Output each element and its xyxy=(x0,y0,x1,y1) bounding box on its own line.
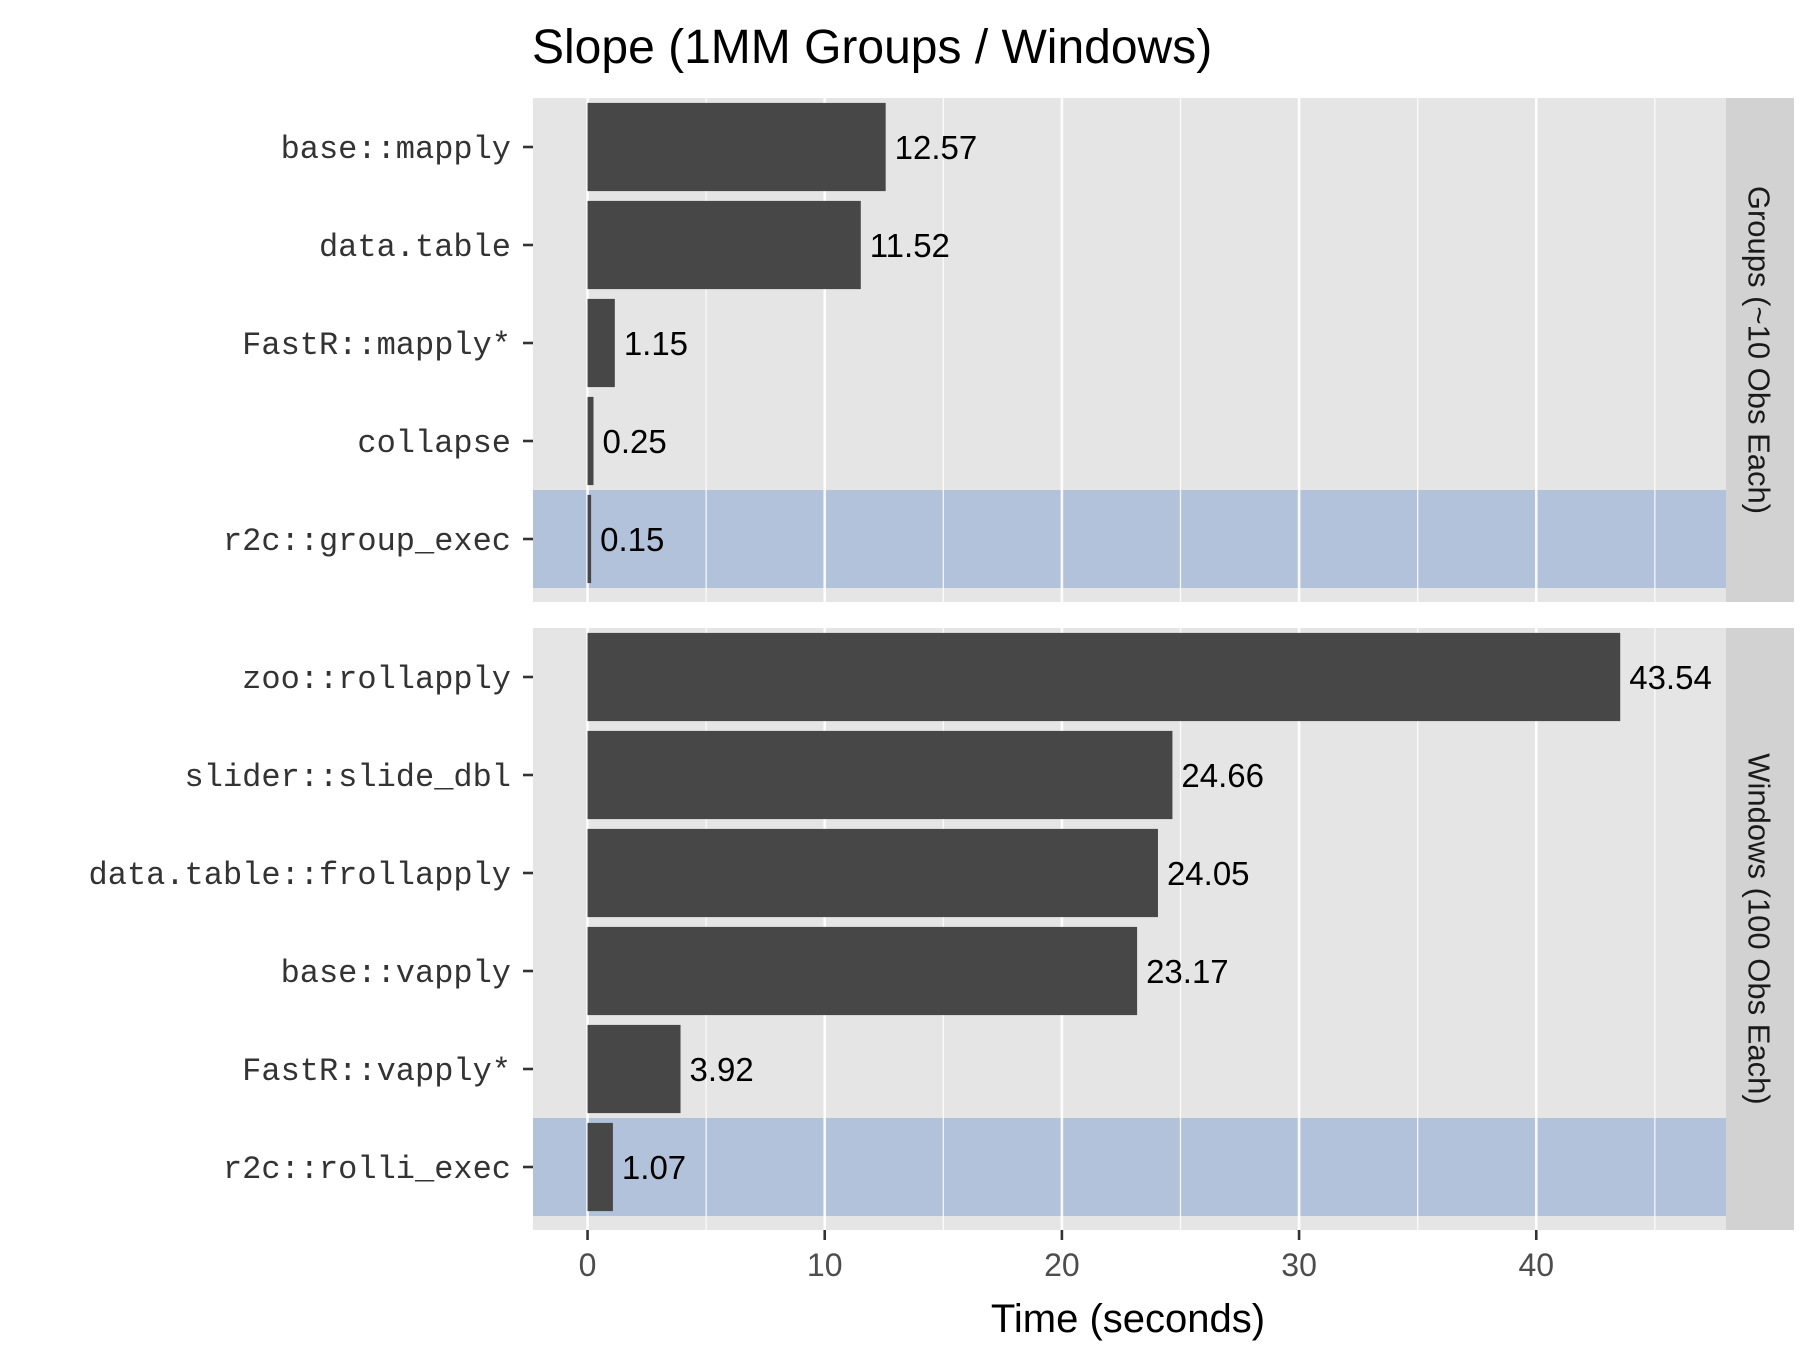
facet-strip xyxy=(1726,98,1794,602)
bar xyxy=(587,1024,681,1114)
value-label: 11.52 xyxy=(870,227,950,264)
bar xyxy=(587,926,1138,1016)
chart-title: Slope (1MM Groups / Windows) xyxy=(532,21,1212,74)
panels: 12.57base::mapply11.52data.table1.15Fast… xyxy=(89,98,1794,1230)
facet-strip-label: Groups (~10 Obs Each) xyxy=(1742,186,1777,514)
x-axis: 0 10 20 30 40 xyxy=(579,1230,1554,1283)
bar xyxy=(587,102,886,192)
value-label: 1.07 xyxy=(622,1149,686,1186)
category-label: zoo::rollapply xyxy=(242,661,511,698)
bar xyxy=(587,1122,613,1212)
category-label: FastR::vapply* xyxy=(242,1053,511,1090)
value-label: 3.92 xyxy=(690,1051,754,1088)
category-label: r2c::rolli_exec xyxy=(223,1151,511,1188)
x-tick-label: 10 xyxy=(807,1247,843,1283)
facet-strip-label: Windows (100 Obs Each) xyxy=(1742,753,1777,1104)
x-tick-label: 30 xyxy=(1281,1247,1317,1283)
value-label: 12.57 xyxy=(895,129,978,166)
value-label: 0.25 xyxy=(602,423,666,460)
x-axis-title: Time (seconds) xyxy=(991,1297,1265,1341)
value-label: 24.66 xyxy=(1181,757,1264,794)
bar xyxy=(587,396,594,486)
bar xyxy=(587,298,615,388)
bar xyxy=(587,632,1621,722)
value-label: 0.15 xyxy=(600,521,664,558)
category-label: r2c::group_exec xyxy=(223,523,511,560)
category-label: base::mapply xyxy=(281,131,511,168)
value-label: 1.15 xyxy=(624,325,688,362)
bar xyxy=(587,494,592,584)
bar xyxy=(587,200,861,290)
category-label: data.table::frollapply xyxy=(89,857,511,894)
bar xyxy=(587,828,1158,918)
highlight-band xyxy=(533,490,1726,588)
category-label: data.table xyxy=(319,229,511,266)
category-label: collapse xyxy=(357,425,511,462)
highlight-band xyxy=(533,1118,1726,1216)
bar xyxy=(587,730,1173,820)
category-label: FastR::mapply* xyxy=(242,327,511,364)
category-label: base::vapply xyxy=(281,955,511,992)
value-label: 23.17 xyxy=(1146,953,1229,990)
value-label: 43.54 xyxy=(1629,659,1712,696)
x-tick-label: 0 xyxy=(579,1247,597,1283)
category-label: slider::slide_dbl xyxy=(185,759,511,796)
x-tick-label: 40 xyxy=(1518,1247,1554,1283)
x-tick-label: 20 xyxy=(1044,1247,1080,1283)
facet-strip xyxy=(1726,628,1794,1230)
value-label: 24.05 xyxy=(1167,855,1250,892)
